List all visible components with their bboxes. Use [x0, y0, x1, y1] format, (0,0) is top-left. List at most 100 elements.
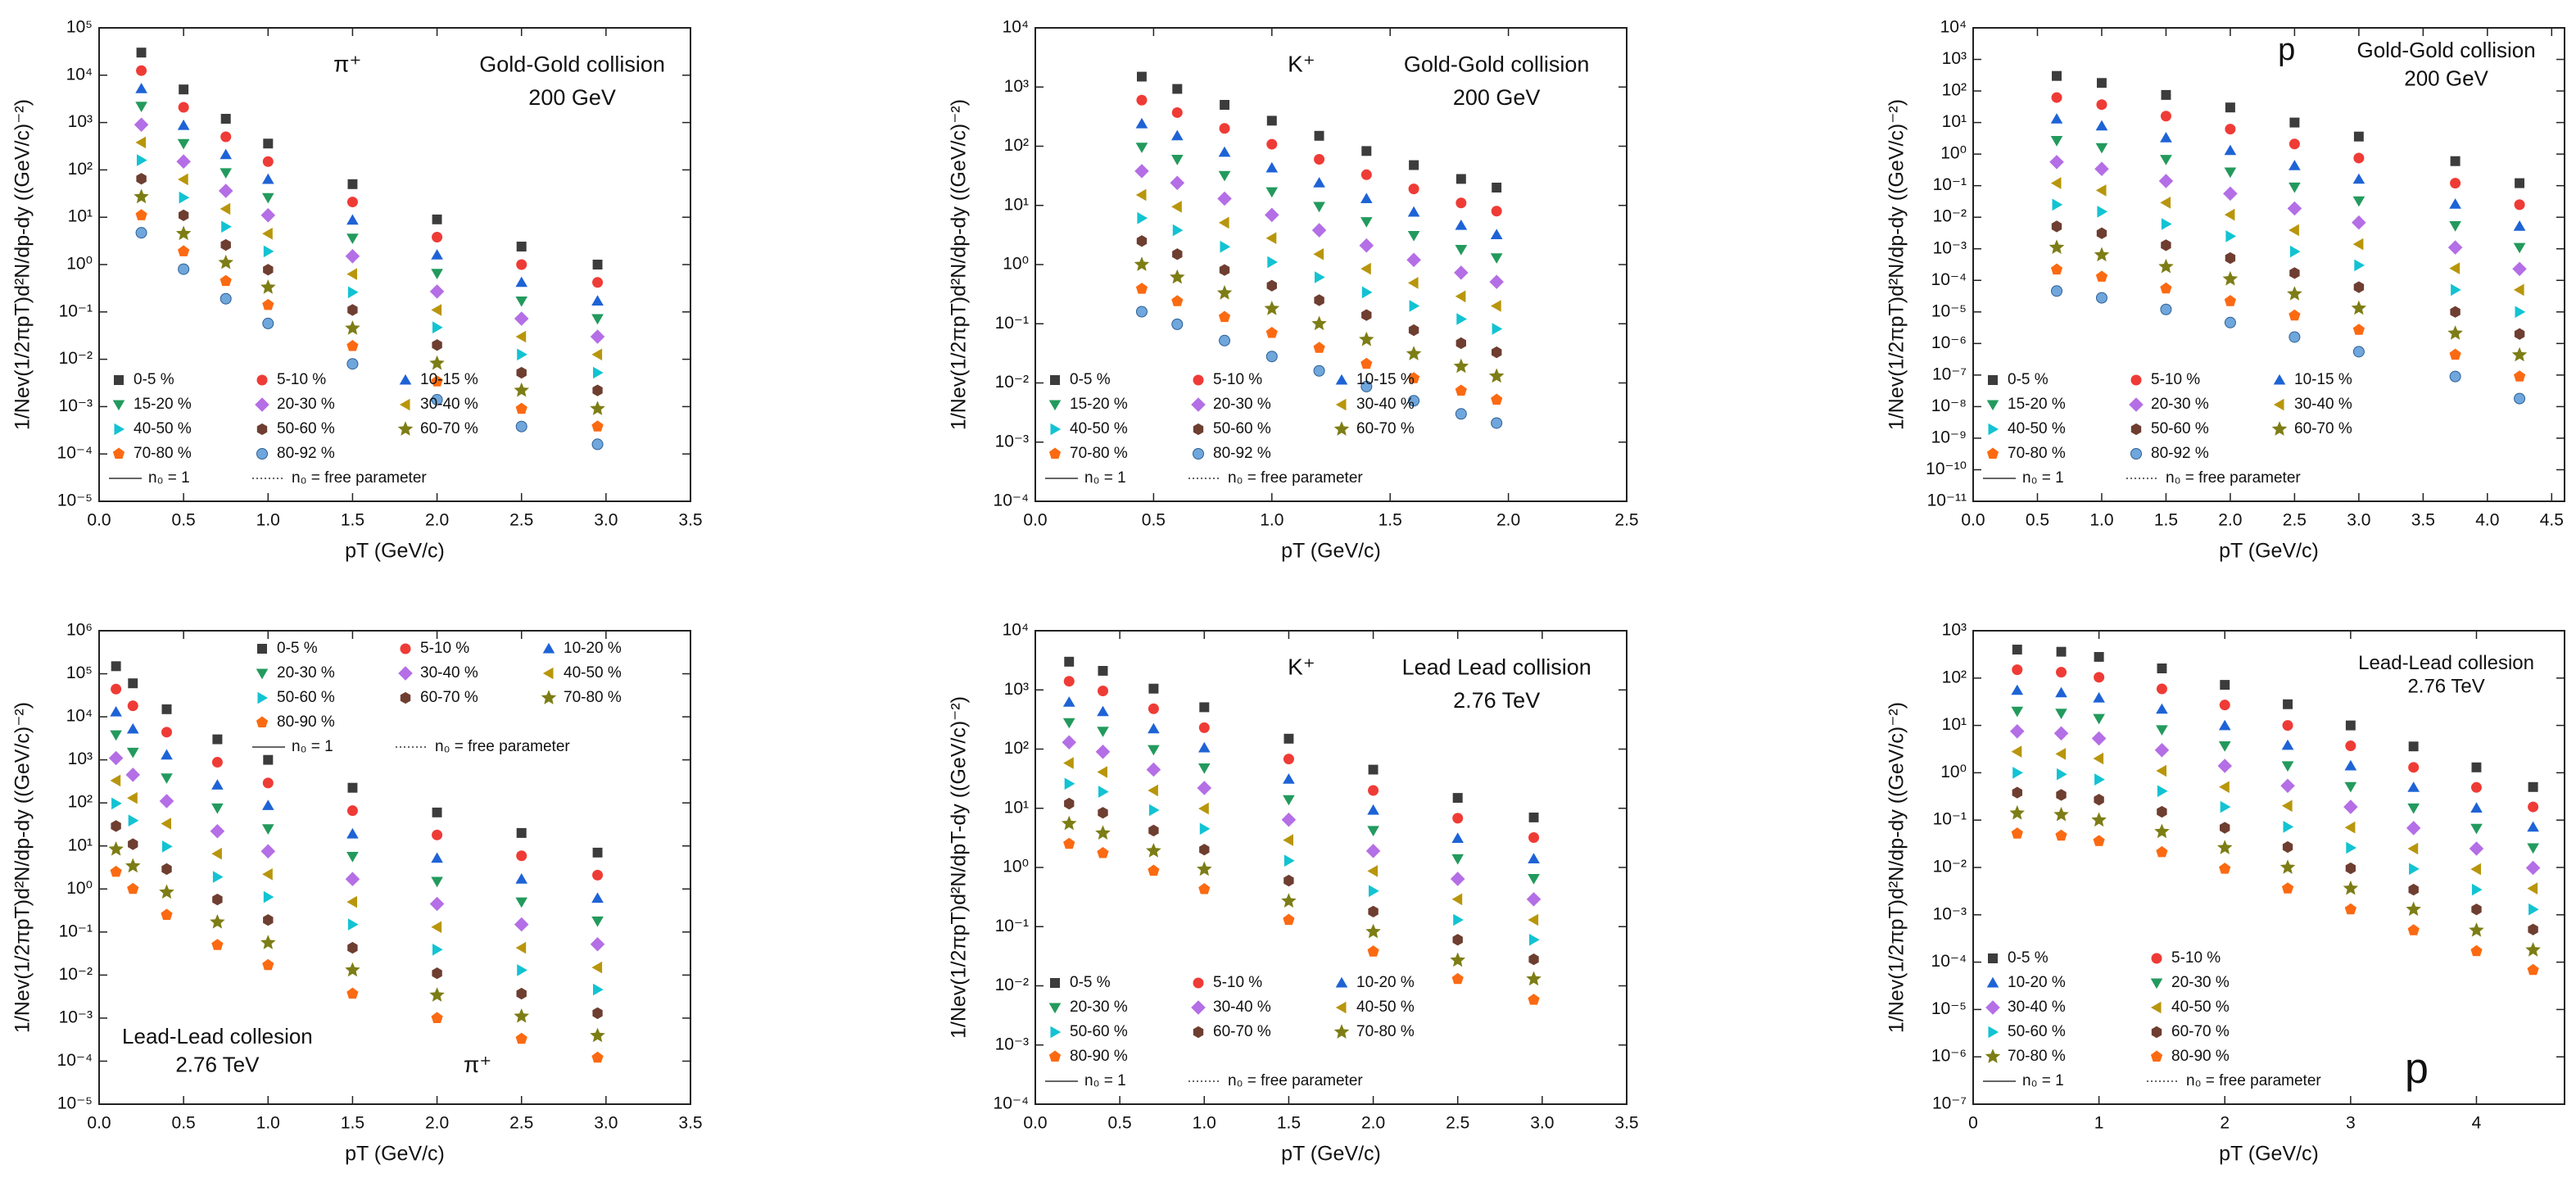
y-tick-label: 10⁻⁵ — [57, 1094, 93, 1113]
marker — [2154, 823, 2170, 839]
marker — [1455, 290, 1466, 303]
marker — [2223, 186, 2238, 202]
marker — [2011, 827, 2023, 839]
marker — [220, 114, 231, 124]
panel: 10⁻⁴ 10⁻³ 10⁻² 10⁻¹ 10⁰ 10¹ 10² 10³ 10⁴ 0.0 0.5 1.0… — [948, 18, 1639, 563]
marker — [1491, 393, 1503, 405]
marker — [179, 84, 189, 95]
marker — [516, 987, 527, 1000]
y-tick-label: 10¹ — [68, 207, 93, 226]
marker — [1197, 861, 1212, 876]
y-tick-label: 10³ — [68, 750, 93, 768]
y-tick-label: 10⁶ — [66, 621, 93, 640]
marker — [262, 868, 273, 881]
marker — [2515, 178, 2524, 188]
annotation: 2.76 TeV — [1453, 688, 1540, 713]
marker — [1360, 357, 1373, 369]
marker — [256, 668, 269, 680]
marker — [178, 102, 189, 113]
y-tick-label: 10² — [68, 160, 93, 179]
marker — [1193, 448, 1204, 460]
legend-label: 60-70 % — [2294, 420, 2352, 437]
marker — [112, 400, 125, 411]
marker — [111, 820, 121, 832]
marker — [591, 916, 604, 927]
marker — [2161, 218, 2172, 230]
y-tick-label: 10⁻⁴ — [57, 1051, 93, 1070]
marker — [1335, 398, 1347, 411]
marker — [2056, 667, 2067, 678]
marker — [2097, 206, 2108, 218]
x-tick-label: 2.5 — [1614, 511, 1638, 530]
x-tick-label: 1.5 — [341, 511, 364, 530]
marker — [400, 691, 411, 704]
marker — [1266, 115, 1277, 126]
marker — [256, 374, 268, 386]
y-tick-label: 10¹ — [1942, 112, 1967, 131]
marker — [111, 797, 122, 810]
marker — [2156, 683, 2167, 695]
marker — [2225, 124, 2236, 135]
legend-label: n₀ = 1 — [1084, 469, 1126, 487]
y-tick-label: 10⁻² — [59, 349, 93, 368]
marker — [2011, 706, 2024, 718]
marker — [592, 277, 604, 288]
marker — [2219, 700, 2230, 711]
y-tick-label: 10⁻³ — [59, 1008, 93, 1026]
marker — [2225, 230, 2237, 242]
marker — [1988, 1026, 1999, 1039]
y-tick-label: 10⁴ — [1940, 18, 1967, 37]
marker — [2449, 198, 2461, 209]
y-tick-label: 10⁻⁸ — [1931, 396, 1967, 415]
marker — [1408, 324, 1419, 337]
y-tick-label: 10⁻⁴ — [1931, 270, 1967, 289]
marker — [398, 666, 413, 681]
marker — [2160, 155, 2172, 165]
marker — [1199, 844, 1210, 856]
marker — [2219, 863, 2231, 874]
marker — [1407, 277, 1419, 289]
marker — [159, 884, 174, 899]
marker — [220, 131, 232, 143]
x-tick-label: 0.5 — [1108, 1114, 1132, 1133]
marker — [1191, 1000, 1206, 1015]
marker — [1172, 224, 1184, 237]
annotation: π⁺ — [333, 52, 361, 77]
marker — [515, 420, 527, 432]
annotation: 2.76 TeV — [175, 1053, 260, 1077]
marker — [2095, 143, 2108, 154]
x-tick-label: 0.0 — [87, 1114, 111, 1133]
x-tick-label: 3.5 — [678, 1114, 702, 1133]
marker — [257, 691, 269, 704]
y-tick-label: 10⁻⁶ — [1931, 333, 1967, 352]
marker — [1456, 313, 1467, 325]
marker — [2471, 903, 2482, 916]
marker — [1171, 155, 1184, 165]
marker — [429, 987, 445, 1002]
x-axis-label: pT (GeV/c) — [1281, 540, 1381, 563]
marker — [2450, 156, 2461, 166]
marker — [431, 1012, 443, 1023]
marker — [2217, 759, 2232, 773]
marker — [2449, 221, 2461, 232]
marker — [593, 366, 604, 379]
y-tick-label: 10³ — [1004, 680, 1029, 699]
marker — [2050, 113, 2063, 124]
marker — [161, 704, 172, 714]
marker — [1490, 253, 1503, 264]
legend-label: 70-80 % — [134, 445, 192, 462]
marker — [1490, 229, 1503, 239]
marker — [1095, 825, 1111, 840]
legend-label: 5-10 % — [1213, 974, 1262, 991]
marker — [159, 794, 174, 808]
marker — [432, 967, 442, 980]
marker — [1171, 106, 1183, 118]
marker — [515, 1032, 527, 1044]
marker — [346, 358, 359, 370]
marker — [1135, 283, 1148, 294]
marker — [1456, 174, 1466, 184]
y-tick-label: 10⁻³ — [1933, 238, 1967, 257]
x-tick-label: 1.0 — [256, 1114, 280, 1133]
marker — [2289, 331, 2301, 343]
marker — [262, 958, 274, 971]
